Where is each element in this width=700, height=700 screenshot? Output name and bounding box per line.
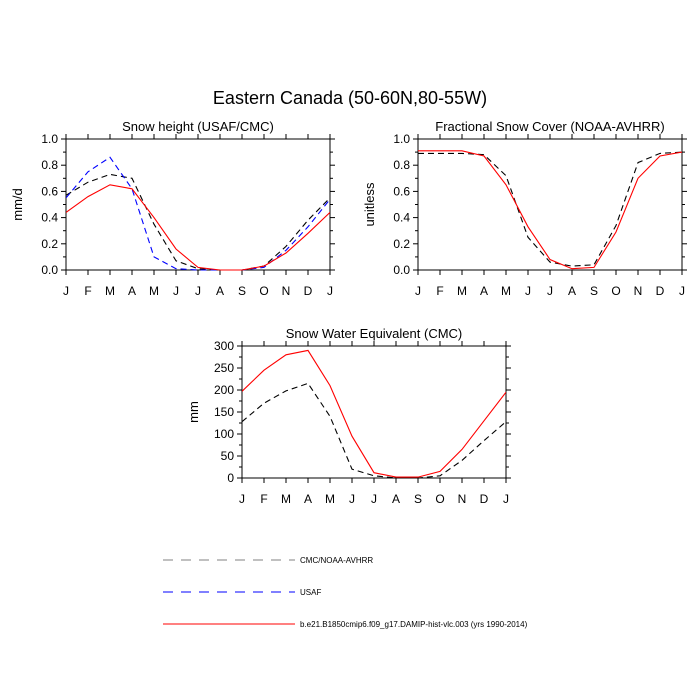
x-tick-label: N	[282, 284, 291, 298]
x-tick-label: M	[325, 492, 335, 506]
y-axis-label: mm	[186, 401, 201, 423]
x-tick-label: O	[435, 492, 444, 506]
panel-1: Snow height (USAF/CMC) mm/d 0.0 0.2 0.4 0.6 0.…	[10, 119, 335, 298]
x-tick-label: S	[414, 492, 422, 506]
legend-item-1: CMC/NOAA-AVHRR	[163, 556, 373, 565]
x-tick-label: M	[281, 492, 291, 506]
x-tick-label: M	[105, 284, 115, 298]
x-tick-label: A	[304, 492, 312, 506]
series-line-2	[242, 349, 506, 478]
series-line-1	[418, 151, 682, 267]
y-tick-label: 0.4	[393, 211, 410, 225]
y-tick-label: 100	[214, 427, 234, 441]
x-tick-label: D	[304, 284, 313, 298]
x-tick-label: J	[349, 492, 355, 506]
x-tick-label: M	[149, 284, 159, 298]
x-tick-label: A	[392, 492, 400, 506]
legend-label: b.e21.B1850cmip6.f09_g17.DAMIP-hist-vlc.…	[300, 620, 528, 629]
panel-2: Fractional Snow Cover (NOAA-AVHRR) unitle…	[362, 119, 687, 298]
y-tick-label: 0.8	[41, 158, 58, 172]
y-tick-label: 0.2	[41, 237, 58, 251]
x-tick-label: O	[259, 284, 268, 298]
y-tick-label: 0.2	[393, 237, 410, 251]
y-tick-label: 1.0	[41, 132, 58, 146]
series-line-1	[242, 382, 506, 479]
x-tick-label: F	[436, 284, 443, 298]
x-tick-label: J	[63, 284, 69, 298]
legend: CMC/NOAA-AVHRR USAF b.e21.B1850cmip6.f09_g…	[163, 556, 528, 629]
plot-frame	[65, 138, 331, 271]
x-tick-label: A	[216, 284, 224, 298]
x-tick-label: J	[173, 284, 179, 298]
legend-label: CMC/NOAA-AVHRR	[300, 556, 373, 565]
x-tick-label: J	[195, 284, 201, 298]
x-tick-label: N	[634, 284, 643, 298]
panel-title: Snow Water Equivalent (CMC)	[286, 326, 463, 341]
x-tick-label: J	[503, 492, 509, 506]
y-tick-label: 0	[227, 471, 234, 485]
y-tick-label: 0.4	[41, 211, 58, 225]
y-tick-label: 1.0	[393, 132, 410, 146]
x-tick-label: J	[327, 284, 333, 298]
x-tick-label: J	[239, 492, 245, 506]
x-tick-label: N	[458, 492, 467, 506]
panel-title: Fractional Snow Cover (NOAA-AVHRR)	[435, 119, 664, 134]
y-tick-label: 0.8	[393, 158, 410, 172]
series-line-3	[66, 184, 330, 271]
legend-item-2: USAF	[163, 588, 321, 597]
figure-title: Eastern Canada (50-60N,80-55W)	[213, 88, 487, 108]
legend-item-3: b.e21.B1850cmip6.f09_g17.DAMIP-hist-vlc.…	[163, 620, 528, 629]
y-tick-label: 250	[214, 361, 234, 375]
panel-title: Snow height (USAF/CMC)	[122, 119, 274, 134]
x-tick-label: O	[611, 284, 620, 298]
x-tick-label: J	[547, 284, 553, 298]
plot-frame	[417, 138, 683, 271]
y-tick-label: 0.0	[41, 263, 58, 277]
x-tick-label: M	[457, 284, 467, 298]
series-line-1	[66, 173, 330, 271]
x-tick-label: J	[415, 284, 421, 298]
y-tick-label: 200	[214, 383, 234, 397]
x-tick-label: D	[656, 284, 665, 298]
panel-3: Snow Water Equivalent (CMC) mm 0 50 100 150 20…	[186, 326, 511, 506]
y-tick-label: 300	[214, 339, 234, 353]
y-tick-label: 0.6	[393, 184, 410, 198]
y-axis-label: unitless	[362, 182, 377, 227]
y-tick-label: 150	[214, 405, 234, 419]
legend-label: USAF	[300, 588, 321, 597]
y-tick-label: 0.6	[41, 184, 58, 198]
series-line-2	[66, 156, 330, 271]
x-tick-label: J	[525, 284, 531, 298]
series-line-2	[418, 150, 682, 270]
x-tick-label: A	[568, 284, 576, 298]
x-tick-label: F	[260, 492, 267, 506]
x-tick-label: A	[480, 284, 488, 298]
y-tick-label: 0.0	[393, 263, 410, 277]
x-tick-label: M	[501, 284, 511, 298]
x-tick-label: D	[480, 492, 489, 506]
x-tick-label: S	[238, 284, 246, 298]
y-axis-label: mm/d	[10, 188, 25, 221]
y-tick-label: 50	[221, 449, 235, 463]
x-tick-label: A	[128, 284, 136, 298]
panels-group: Snow height (USAF/CMC) mm/d 0.0 0.2 0.4 0.6 0.…	[10, 119, 687, 506]
x-tick-label: J	[371, 492, 377, 506]
x-tick-label: S	[590, 284, 598, 298]
x-tick-label: F	[84, 284, 91, 298]
x-tick-label: J	[679, 284, 685, 298]
plot-frame	[241, 345, 507, 479]
